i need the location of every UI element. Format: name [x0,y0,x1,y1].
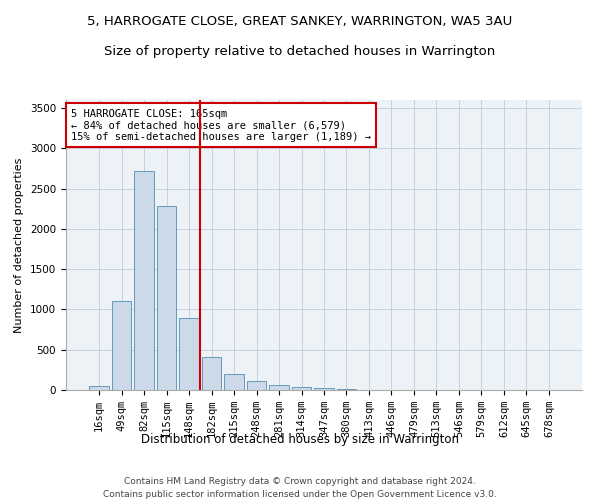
Bar [314,388,334,390]
Bar [202,357,221,390]
Bar [337,389,356,390]
Bar [292,387,311,390]
Bar [157,206,176,390]
Text: 5, HARROGATE CLOSE, GREAT SANKEY, WARRINGTON, WA5 3AU: 5, HARROGATE CLOSE, GREAT SANKEY, WARRIN… [88,15,512,28]
Bar [224,374,244,390]
Bar [134,171,154,390]
Text: Distribution of detached houses by size in Warrington: Distribution of detached houses by size … [141,432,459,446]
Text: Size of property relative to detached houses in Warrington: Size of property relative to detached ho… [104,45,496,58]
Bar [179,318,199,390]
Text: Contains HM Land Registry data © Crown copyright and database right 2024.: Contains HM Land Registry data © Crown c… [124,478,476,486]
Text: 5 HARROGATE CLOSE: 165sqm
← 84% of detached houses are smaller (6,579)
15% of se: 5 HARROGATE CLOSE: 165sqm ← 84% of detac… [71,108,371,142]
Y-axis label: Number of detached properties: Number of detached properties [14,158,25,332]
Text: Contains public sector information licensed under the Open Government Licence v3: Contains public sector information licen… [103,490,497,499]
Bar [247,380,266,390]
Bar [269,385,289,390]
Bar [112,302,131,390]
Bar [89,386,109,390]
